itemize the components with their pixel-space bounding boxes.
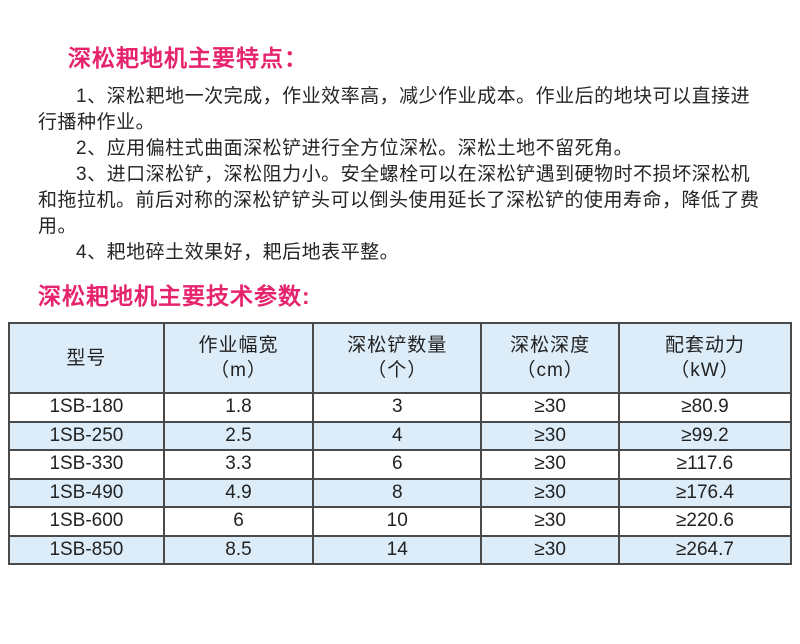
- value-cell: ≥30: [480, 392, 620, 423]
- spec-document-page: 深松耙地机主要特点： 1、深松耙地一次完成，作业效率高，减少作业成本。作业后的地…: [0, 44, 800, 644]
- value-cell: ≥30: [480, 534, 620, 565]
- value-cell: 14: [312, 534, 483, 565]
- column-label: 配套动力: [664, 335, 745, 356]
- table-row-1SB-600: 1SB-600 6 10 ≥30 ≥220.6: [8, 506, 793, 537]
- table-row-1SB-490: 1SB-490 4.9 8 ≥30 ≥176.4: [8, 477, 793, 508]
- specs-table-header-row: 型号 作业幅宽 （m） 深松铲数量 （个） 深松深度 （cm） 配套动力 （kW）: [8, 322, 793, 394]
- value-cell: ≥176.4: [617, 477, 793, 508]
- column-header-3: 深松铲数量 （个）: [312, 322, 483, 394]
- column-header-2: 作业幅宽 （m）: [162, 322, 315, 394]
- value-cell: ≥99.2: [617, 420, 793, 451]
- feature-paragraph-1: 1、深松耙地一次完成，作业效率高，减少作业成本。作业后的地块可以直接进行播种作业…: [38, 86, 751, 133]
- value-cell: ≥220.6: [617, 506, 793, 537]
- column-header-4: 深松深度 （cm）: [480, 322, 620, 394]
- table-row-1SB-850: 1SB-850 8.5 14 ≥30 ≥264.7: [8, 534, 793, 565]
- table-row-1SB-330: 1SB-330 3.3 6 ≥30 ≥117.6: [8, 449, 793, 480]
- value-cell: ≥80.9: [617, 392, 793, 423]
- value-cell: ≥30: [480, 449, 620, 480]
- value-cell: ≥264.7: [617, 534, 793, 565]
- value-cell: ≥30: [480, 477, 620, 508]
- feature-paragraph-2: 2、应用偏柱式曲面深松铲进行全方位深松。深松土地不留死角。: [76, 138, 634, 159]
- column-label: 深松铲数量: [347, 335, 448, 356]
- feature-paragraph-4: 4、耙地碎土效果好，耙后地表平整。: [76, 242, 400, 263]
- column-label: 作业幅宽: [198, 335, 279, 356]
- value-cell: 3.3: [162, 449, 315, 480]
- features-heading: 深松耙地机主要特点：: [68, 45, 308, 71]
- value-cell: 1.8: [162, 392, 315, 423]
- model-cell: 1SB-250: [8, 420, 165, 451]
- value-cell: 2.5: [162, 420, 315, 451]
- model-cell: 1SB-850: [8, 534, 165, 565]
- column-unit: （kW）: [670, 360, 740, 381]
- model-cell: 1SB-330: [8, 449, 165, 480]
- value-cell: ≥117.6: [617, 449, 793, 480]
- specs-table-body: 1SB-180 1.8 3 ≥30 ≥80.9 1SB-250 2.5 4 ≥30 ≥99.2 1S…: [8, 392, 793, 565]
- feature-paragraph-3: 3、进口深松铲，深松阻力小。安全螺栓可以在深松铲遇到硬物时不损坏深松机和拖拉机。…: [38, 164, 760, 237]
- value-cell: 10: [312, 506, 483, 537]
- value-cell: 8: [312, 477, 483, 508]
- model-cell: 1SB-180: [8, 392, 165, 423]
- column-label: 深松深度: [510, 335, 591, 356]
- model-cell: 1SB-490: [8, 477, 165, 508]
- table-row-1SB-250: 1SB-250 2.5 4 ≥30 ≥99.2: [8, 420, 793, 451]
- column-unit: （m）: [210, 360, 267, 381]
- value-cell: 4: [312, 420, 483, 451]
- features-paragraphs: 1、深松耙地一次完成，作业效率高，减少作业成本。作业后的地块可以直接进行播种作业…: [38, 84, 766, 266]
- value-cell: ≥30: [480, 506, 620, 537]
- specs-table-header: 型号 作业幅宽 （m） 深松铲数量 （个） 深松深度 （cm） 配套动力 （kW）: [8, 322, 793, 394]
- model-cell: 1SB-600: [8, 506, 165, 537]
- column-unit: （个）: [367, 360, 428, 381]
- column-header-1: 型号: [8, 322, 165, 394]
- value-cell: 4.9: [162, 477, 315, 508]
- value-cell: 6: [312, 449, 483, 480]
- value-cell: 3: [312, 392, 483, 423]
- column-header-5: 配套动力 （kW）: [617, 322, 793, 394]
- column-unit: （cm）: [516, 360, 584, 381]
- specs-table: 型号 作业幅宽 （m） 深松铲数量 （个） 深松深度 （cm） 配套动力 （kW） 1SB-18…: [8, 322, 793, 565]
- value-cell: 8.5: [162, 534, 315, 565]
- value-cell: 6: [162, 506, 315, 537]
- table-row-1SB-180: 1SB-180 1.8 3 ≥30 ≥80.9: [8, 392, 793, 423]
- specs-heading: 深松耙地机主要技术参数:: [38, 283, 311, 309]
- value-cell: ≥30: [480, 420, 620, 451]
- column-label: 型号: [66, 347, 107, 369]
